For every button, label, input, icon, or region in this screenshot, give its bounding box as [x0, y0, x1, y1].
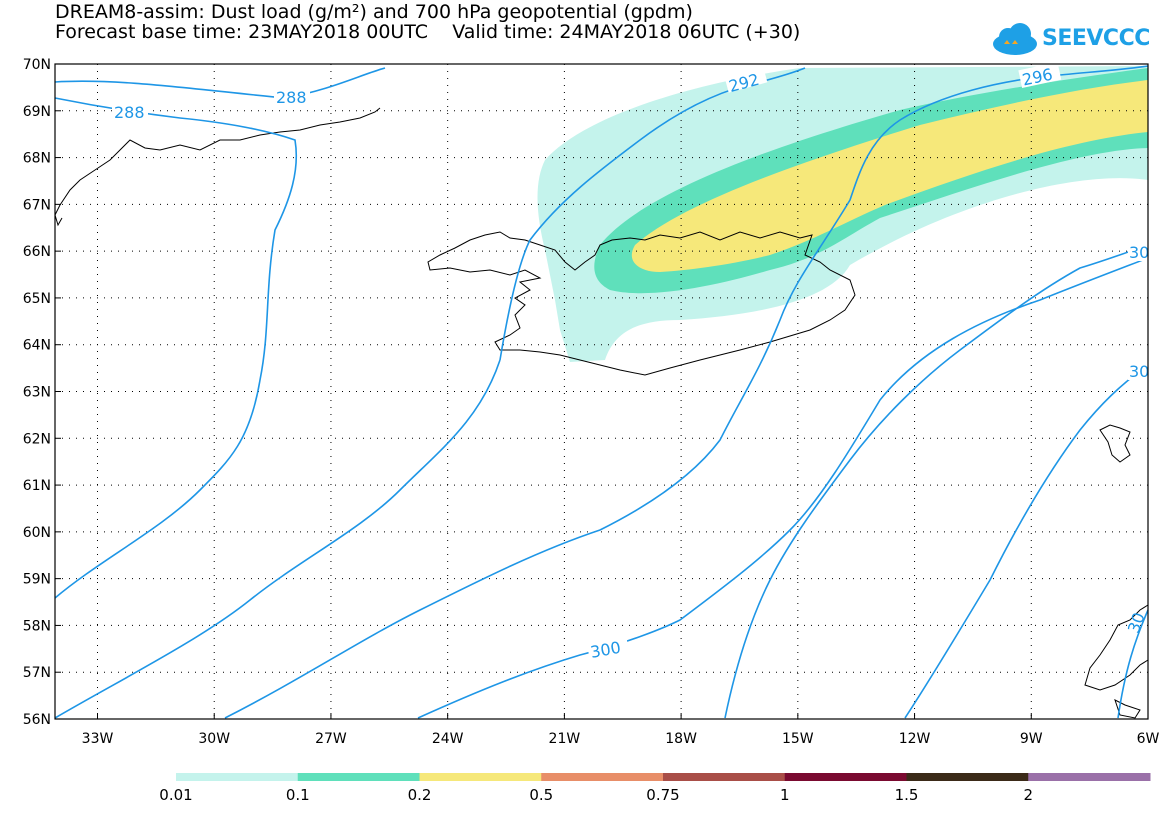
colorbar-swatch	[906, 773, 1029, 781]
lat-label: 68N	[23, 151, 51, 167]
colorbar	[176, 773, 1151, 781]
contour-288-north	[54, 67, 386, 99]
colorbar-swatch	[176, 773, 299, 781]
faroe-coastline	[1099, 424, 1131, 463]
lat-label: 59N	[23, 572, 51, 588]
iceland-coastline	[427, 231, 856, 376]
contour-label-300-b: 30	[1129, 243, 1149, 262]
longitude-axis: 33W 30W 27W 24W 21W 18W 15W 12W 9W 6W	[82, 713, 1160, 747]
dust-load-shading	[537, 66, 1148, 362]
colorbar-label: 0.01	[159, 786, 193, 804]
lat-label: 56N	[23, 712, 51, 728]
lat-label: 70N	[23, 57, 51, 73]
colorbar-label: 0.1	[285, 786, 310, 804]
contour-label-288-b: 288	[114, 103, 145, 122]
contour-label-288-a: 288	[276, 88, 307, 107]
lat-label: 65N	[23, 291, 51, 307]
lat-label: 58N	[23, 618, 51, 634]
colorbar-swatch	[297, 773, 420, 781]
lat-label: 62N	[23, 431, 51, 447]
lon-label: 21W	[549, 731, 581, 747]
colorbar-label: 0.5	[529, 786, 554, 804]
cloud-icon	[993, 23, 1037, 55]
greenland-coastline	[54, 107, 381, 216]
colorbar-swatch	[1028, 773, 1151, 781]
lon-label: 24W	[432, 731, 464, 747]
colorbar-label: 0.2	[407, 786, 432, 804]
coastlines	[54, 107, 1149, 719]
colorbar-label: 1.5	[894, 786, 919, 804]
colorbar-swatch	[663, 773, 786, 781]
lon-label: 12W	[899, 731, 931, 747]
greenland-coastline-south	[54, 214, 63, 227]
lat-label: 61N	[23, 478, 51, 494]
lat-label: 60N	[23, 525, 51, 541]
lat-label: 57N	[23, 665, 51, 681]
colorbar-swatch	[541, 773, 664, 781]
map-subtitle: Forecast base time: 23MAY2018 00UTC Vali…	[55, 21, 801, 43]
map-title: DREAM8-assim: Dust load (g/m²) and 700 h…	[55, 1, 693, 23]
colorbar-label: 2	[1023, 786, 1034, 804]
contour-304	[904, 364, 1149, 719]
colorbar-swatch	[419, 773, 542, 781]
lon-label: 27W	[315, 731, 347, 747]
contour-label-304: 30	[1129, 362, 1149, 381]
lon-label: 33W	[82, 731, 114, 747]
contour-288-west	[54, 97, 298, 599]
lon-label: 15W	[782, 731, 814, 747]
contour-300-b	[417, 257, 1149, 719]
scotland-coastline	[1084, 604, 1149, 691]
contour-300-a	[724, 244, 1149, 719]
lat-label: 63N	[23, 385, 51, 401]
contour-308	[1117, 609, 1149, 719]
lon-label: 6W	[1137, 731, 1160, 747]
lat-label: 67N	[23, 197, 51, 213]
geopotential-contours	[54, 65, 1149, 719]
contour-292-south	[54, 359, 501, 719]
dust-band-0.2	[631, 80, 1148, 272]
contour-label-300-a: 300	[589, 638, 622, 662]
contour-296	[224, 65, 1149, 719]
colorbar-swatch	[784, 773, 907, 781]
colorbar-label: 0.75	[646, 786, 680, 804]
lat-label: 69N	[23, 104, 51, 120]
seevccc-logo: SEEVCCC	[990, 20, 1150, 60]
lon-label: 18W	[665, 731, 697, 747]
colorbar-label: 1	[779, 786, 790, 804]
lat-label: 66N	[23, 244, 51, 260]
graticule	[55, 64, 1148, 719]
logo-text: SEEVCCC	[1042, 26, 1150, 51]
latitude-axis: 70N 69N 68N 67N 66N 65N 64N 63N 62N 61N 60N 59N 58N 5…	[23, 57, 61, 728]
contour-label-308: 30	[1124, 610, 1149, 636]
lat-label: 64N	[23, 338, 51, 354]
lon-label: 9W	[1020, 731, 1043, 747]
lon-label: 30W	[198, 731, 230, 747]
